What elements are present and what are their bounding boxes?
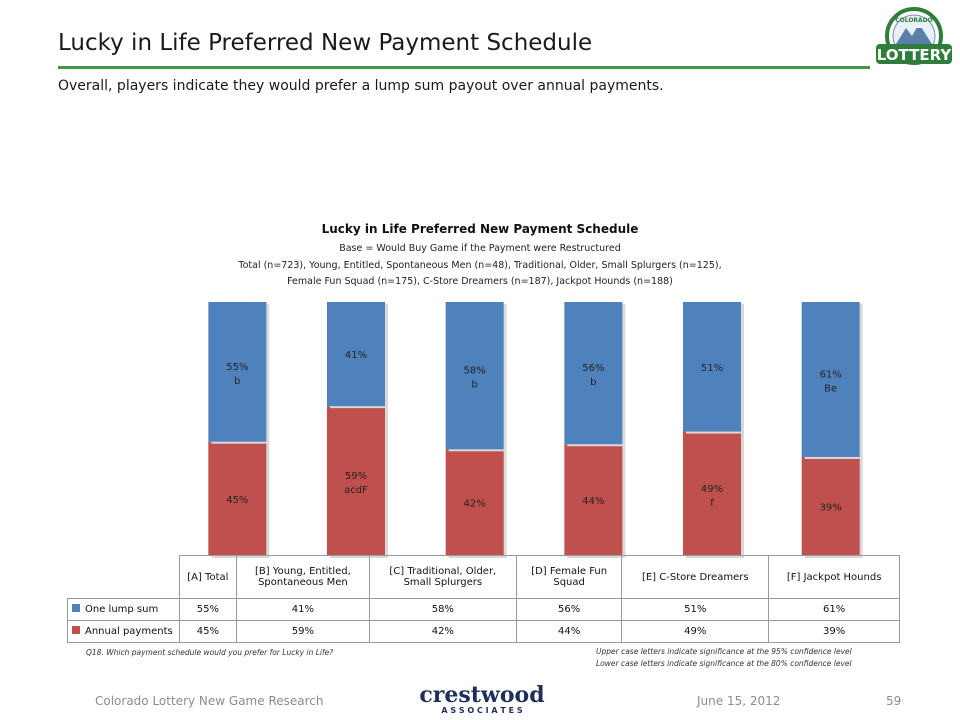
significance-footnote: Upper case letters indicate significance… [596,646,852,670]
bar-annual-0 [208,441,267,556]
table-cell: 59% [236,620,370,643]
table-cell: 39% [768,620,900,643]
table-cell: 41% [236,598,370,621]
legend-lump-sum: One lump sum [67,598,180,621]
crestwood-logo-text: crestwood [419,682,544,708]
significance-label: b [234,376,240,387]
question-footnote: Q18. Which payment schedule would you pr… [86,648,334,657]
table-header-d: [D] Female Fun Squad [516,555,623,599]
bar-annual-2 [445,449,504,556]
significance-label: acdF [344,485,368,496]
table-header-f: [F] Jackpot Hounds [768,555,900,599]
chart-note-groups-2: Female Fun Squad (n=175), C-Store Dreame… [287,276,673,287]
table-cell: 61% [768,598,900,621]
data-label: 55% [226,362,248,373]
data-label: 56% [582,363,604,374]
data-label: 49% [701,484,723,495]
sig-lower-note: Lower case letters indicate significance… [596,659,852,668]
table-header-e: [E] C-Store Dreamers [621,555,770,599]
stacked-bar-chart: 45% 55% b 59% acdF 41% 42% 58% b 44% 56% b 49% f 51% 39… [208,302,863,558]
significance-label: b [471,380,477,391]
bar-annual-5 [801,456,860,556]
data-label: 44% [582,496,604,507]
significance-label: f [710,498,714,509]
bar-annual-3 [564,444,623,556]
data-label: 61% [820,369,842,380]
footer-left-text: Colorado Lottery New Game Research [95,694,324,708]
bar-lump-sum-0 [208,302,267,442]
slide-title: Lucky in Life Preferred New Payment Sche… [58,30,593,56]
data-label: 51% [701,363,723,374]
data-label: 58% [464,366,486,377]
legend-swatch-annual-payments [72,626,80,634]
legend-swatch-lump-sum [72,604,80,612]
table-cell: 45% [178,620,238,643]
table-cell: 42% [368,620,518,643]
chart-note-base: Base = Would Buy Game if the Payment wer… [339,243,621,254]
data-label: 42% [464,499,486,510]
crestwood-logo-sub: A S S O C I A T E S [441,706,523,715]
page-number: 59 [886,694,902,708]
table-header-a: [A] Total [178,555,238,599]
significance-label: b [590,377,596,388]
bar-annual-1 [327,406,386,556]
table-cell: 49% [621,620,770,643]
data-label: 45% [226,495,248,506]
table-cell: 44% [516,620,623,643]
bar-lump-sum-1 [327,302,386,407]
bar-lump-sum-5 [801,302,860,457]
data-table: [A] Total [B] Young, Entitled, Spontaneou… [67,555,900,643]
sig-upper-note: Upper case letters indicate significance… [596,647,852,656]
logo-main-text: LOTTERY [877,46,953,64]
colorado-lottery-logo: COLORADO LOTTERY [876,7,953,65]
table-cell: 56% [516,598,623,621]
table-header-b: [B] Young, Entitled, Spontaneous Men [236,555,370,599]
table-cell: 58% [368,598,518,621]
significance-label: Be [824,383,837,394]
table-cell: 51% [621,598,770,621]
data-label: 41% [345,350,367,361]
bar-lump-sum-2 [445,302,504,450]
table-cell: 55% [178,598,238,621]
title-rule [58,66,870,69]
bar-lump-sum-4 [683,302,742,432]
bar-annual-4 [683,431,742,556]
table-header-c: [C] Traditional, Older, Small Splurgers [368,555,518,599]
logo-top-text: COLORADO [895,17,933,24]
legend-annual-payments: Annual payments [67,620,180,643]
bar-lump-sum-3 [564,302,623,445]
data-label: 59% [345,471,367,482]
chart-title: Lucky in Life Preferred New Payment Sche… [321,222,639,236]
footer-date: June 15, 2012 [697,694,781,708]
crestwood-logo: crestwood A S S O C I A T E S [419,682,544,715]
chart-note-groups-1: Total (n=723), Young, Entitled, Spontane… [238,260,722,271]
data-label: 39% [820,502,842,513]
slide-subtitle: Overall, players indicate they would pre… [58,78,664,94]
